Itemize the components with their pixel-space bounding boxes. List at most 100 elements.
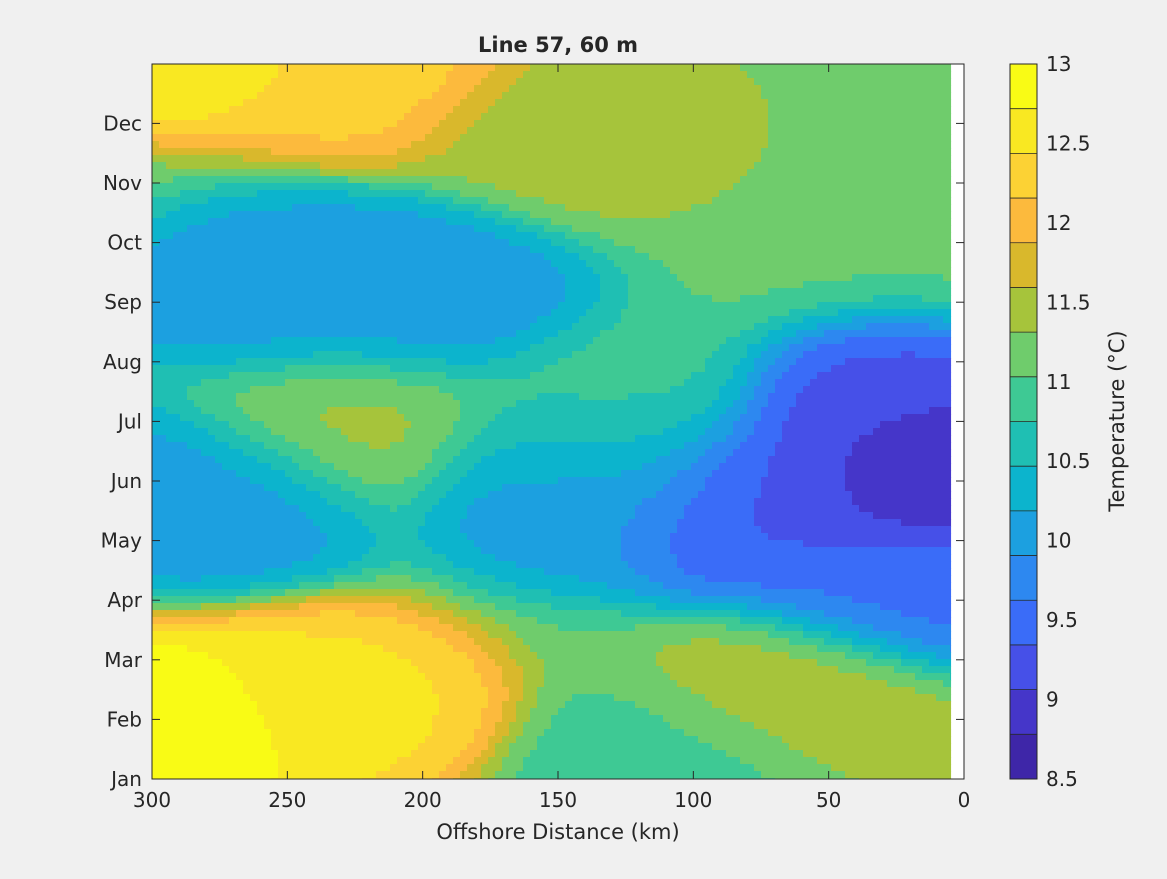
contour-cell	[950, 92, 952, 100]
contour-cell	[432, 183, 440, 191]
contour-cell	[698, 358, 706, 366]
contour-cell	[341, 337, 349, 345]
contour-cell	[614, 358, 622, 366]
contour-cell	[628, 113, 636, 121]
contour-cell	[481, 267, 489, 275]
contour-cell	[257, 190, 265, 198]
contour-cell	[852, 78, 860, 86]
contour-cell	[201, 211, 209, 219]
contour-cell	[369, 288, 377, 296]
contour-cell	[845, 351, 853, 359]
contour-cell	[579, 85, 587, 93]
contour-cell	[747, 225, 755, 233]
contour-cell	[460, 344, 468, 352]
contour-cell	[754, 169, 762, 177]
contour-cell	[642, 99, 650, 107]
contour-cell	[642, 232, 650, 240]
contour-cell	[880, 169, 888, 177]
contour-cell	[747, 253, 755, 261]
contour-cell	[369, 239, 377, 247]
contour-cell	[614, 351, 622, 359]
contour-cell	[285, 106, 293, 114]
contour-cell	[313, 204, 321, 212]
contour-cell	[215, 330, 223, 338]
contour-cell	[432, 232, 440, 240]
contour-cell	[684, 155, 692, 163]
contour-cell	[558, 204, 566, 212]
contour-cell	[922, 302, 930, 310]
contour-cell	[789, 113, 797, 121]
contour-cell	[733, 141, 741, 149]
contour-cell	[936, 351, 944, 359]
contour-cell	[698, 260, 706, 268]
contour-cell	[824, 351, 832, 359]
contour-cell	[803, 141, 811, 149]
contour-cell	[439, 302, 447, 310]
contour-cell	[936, 64, 944, 72]
contour-cell	[446, 218, 454, 226]
contour-cell	[614, 344, 622, 352]
contour-cell	[880, 120, 888, 128]
contour-cell	[565, 148, 573, 156]
contour-cell	[187, 316, 195, 324]
contour-cell	[152, 316, 160, 324]
contour-cell	[803, 239, 811, 247]
contour-cell	[236, 239, 244, 247]
contour-cell	[936, 169, 944, 177]
contour-cell	[635, 246, 643, 254]
contour-cell	[579, 141, 587, 149]
contour-cell	[271, 267, 279, 275]
contour-cell	[236, 120, 244, 128]
contour-cell	[677, 64, 685, 72]
contour-cell	[159, 106, 167, 114]
contour-cell	[607, 99, 615, 107]
contour-cell	[936, 344, 944, 352]
contour-cell	[152, 281, 160, 289]
contour-cell	[642, 344, 650, 352]
contour-cell	[313, 302, 321, 310]
contour-cell	[621, 288, 629, 296]
contour-cell	[859, 190, 867, 198]
contour-cell	[600, 78, 608, 86]
contour-cell	[943, 344, 951, 352]
contour-cell	[390, 197, 398, 205]
contour-cell	[509, 113, 517, 121]
contour-cell	[600, 183, 608, 191]
contour-cell	[572, 176, 580, 184]
contour-cell	[446, 302, 454, 310]
contour-cell	[698, 141, 706, 149]
contour-cell	[306, 253, 314, 261]
contour-cell	[838, 274, 846, 282]
contour-cell	[824, 92, 832, 100]
contour-cell	[866, 85, 874, 93]
contour-cell	[712, 169, 720, 177]
contour-cell	[873, 316, 881, 324]
contour-cell	[761, 99, 769, 107]
contour-cell	[306, 211, 314, 219]
contour-cell	[894, 92, 902, 100]
contour-cell	[922, 134, 930, 142]
contour-cell	[299, 309, 307, 317]
contour-cell	[649, 183, 657, 191]
contour-cell	[481, 197, 489, 205]
contour-cell	[579, 120, 587, 128]
contour-cell	[824, 274, 832, 282]
contour-cell	[187, 134, 195, 142]
contour-cell	[411, 218, 419, 226]
contour-cell	[593, 71, 601, 79]
contour-cell	[243, 351, 251, 359]
contour-cell	[481, 134, 489, 142]
contour-cell	[229, 281, 237, 289]
contour-cell	[404, 295, 412, 303]
contour-cell	[418, 246, 426, 254]
contour-cell	[831, 99, 839, 107]
contour-cell	[306, 197, 314, 205]
contour-cell	[537, 302, 545, 310]
contour-cell	[663, 351, 671, 359]
contour-cell	[705, 169, 713, 177]
contour-cell	[495, 64, 503, 72]
contour-cell	[397, 169, 405, 177]
contour-cell	[754, 197, 762, 205]
contour-cell	[831, 71, 839, 79]
contour-cell	[474, 134, 482, 142]
